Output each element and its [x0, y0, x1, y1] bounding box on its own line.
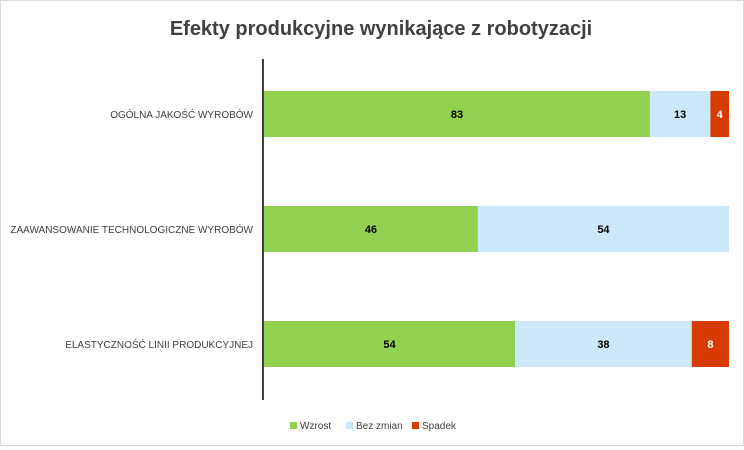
category-labels: OGÓLNA JAKOŚĆ WYROBÓW ZAAWANSOWANIE TECHN… — [10, 108, 253, 351]
legend-swatch-wzrost — [290, 422, 297, 429]
data-label-wzrost-elastycznosc-linii-produkcyjnej: 54 — [383, 339, 396, 351]
bar-bez-zmian-ogolna-jakosc-wyrobow — [649, 91, 711, 137]
legend: Wzrost Bez zmian Spadek — [290, 421, 457, 432]
bar-spadek-elastycznosc-linii-produkcyjnej — [691, 321, 729, 367]
legend-label-spadek: Spadek — [422, 421, 457, 432]
data-label-wzrost-ogolna-jakosc-wyrobow: 83 — [451, 109, 463, 121]
data-label-spadek-elastycznosc-linii-produkcyjnej: 8 — [707, 339, 713, 351]
chart-title: Efekty produkcyjne wynikające z robotyza… — [170, 18, 592, 40]
data-label-bez-zmian-zaawansowanie-technologiczne-wyrobow: 54 — [597, 224, 610, 236]
data-label-wzrost-zaawansowanie-technologiczne-wyrobow: 46 — [365, 224, 377, 236]
bar-spadek-ogolna-jakosc-wyrobow — [710, 91, 729, 137]
category-label-zaawansowanie-technologiczne-wyrobow: ZAAWANSOWANIE TECHNOLOGICZNE WYROBÓW — [10, 223, 253, 236]
bar-wzrost-zaawansowanie-technologiczne-wyrobow — [264, 206, 478, 252]
bar-bez-zmian-zaawansowanie-technologiczne-wyrobow — [477, 206, 729, 252]
data-label-spadek-ogolna-jakosc-wyrobow: 4 — [717, 109, 724, 121]
bar-bez-zmian-elastycznosc-linii-produkcyjnej — [515, 321, 692, 367]
legend-swatch-spadek — [412, 422, 419, 429]
data-label-bez-zmian-elastycznosc-linii-produkcyjnej: 38 — [597, 339, 609, 351]
bars-group: 83 13 4 46 54 54 38 8 — [264, 91, 729, 367]
category-label-ogolna-jakosc-wyrobow: OGÓLNA JAKOŚĆ WYROBÓW — [110, 108, 253, 121]
data-label-bez-zmian-ogolna-jakosc-wyrobow: 13 — [674, 109, 686, 121]
bar-wzrost-elastycznosc-linii-produkcyjnej — [264, 321, 516, 367]
legend-label-wzrost: Wzrost — [300, 421, 331, 432]
legend-label-bez-zmian: Bez zmian — [356, 421, 403, 432]
category-label-elastycznosc-linii-produkcyjnej: ELASTYCZNOŚĆ LINII PRODUKCYJNEJ — [65, 338, 253, 351]
legend-swatch-bez-zmian — [346, 422, 353, 429]
bar-wzrost-ogolna-jakosc-wyrobow — [264, 91, 650, 137]
